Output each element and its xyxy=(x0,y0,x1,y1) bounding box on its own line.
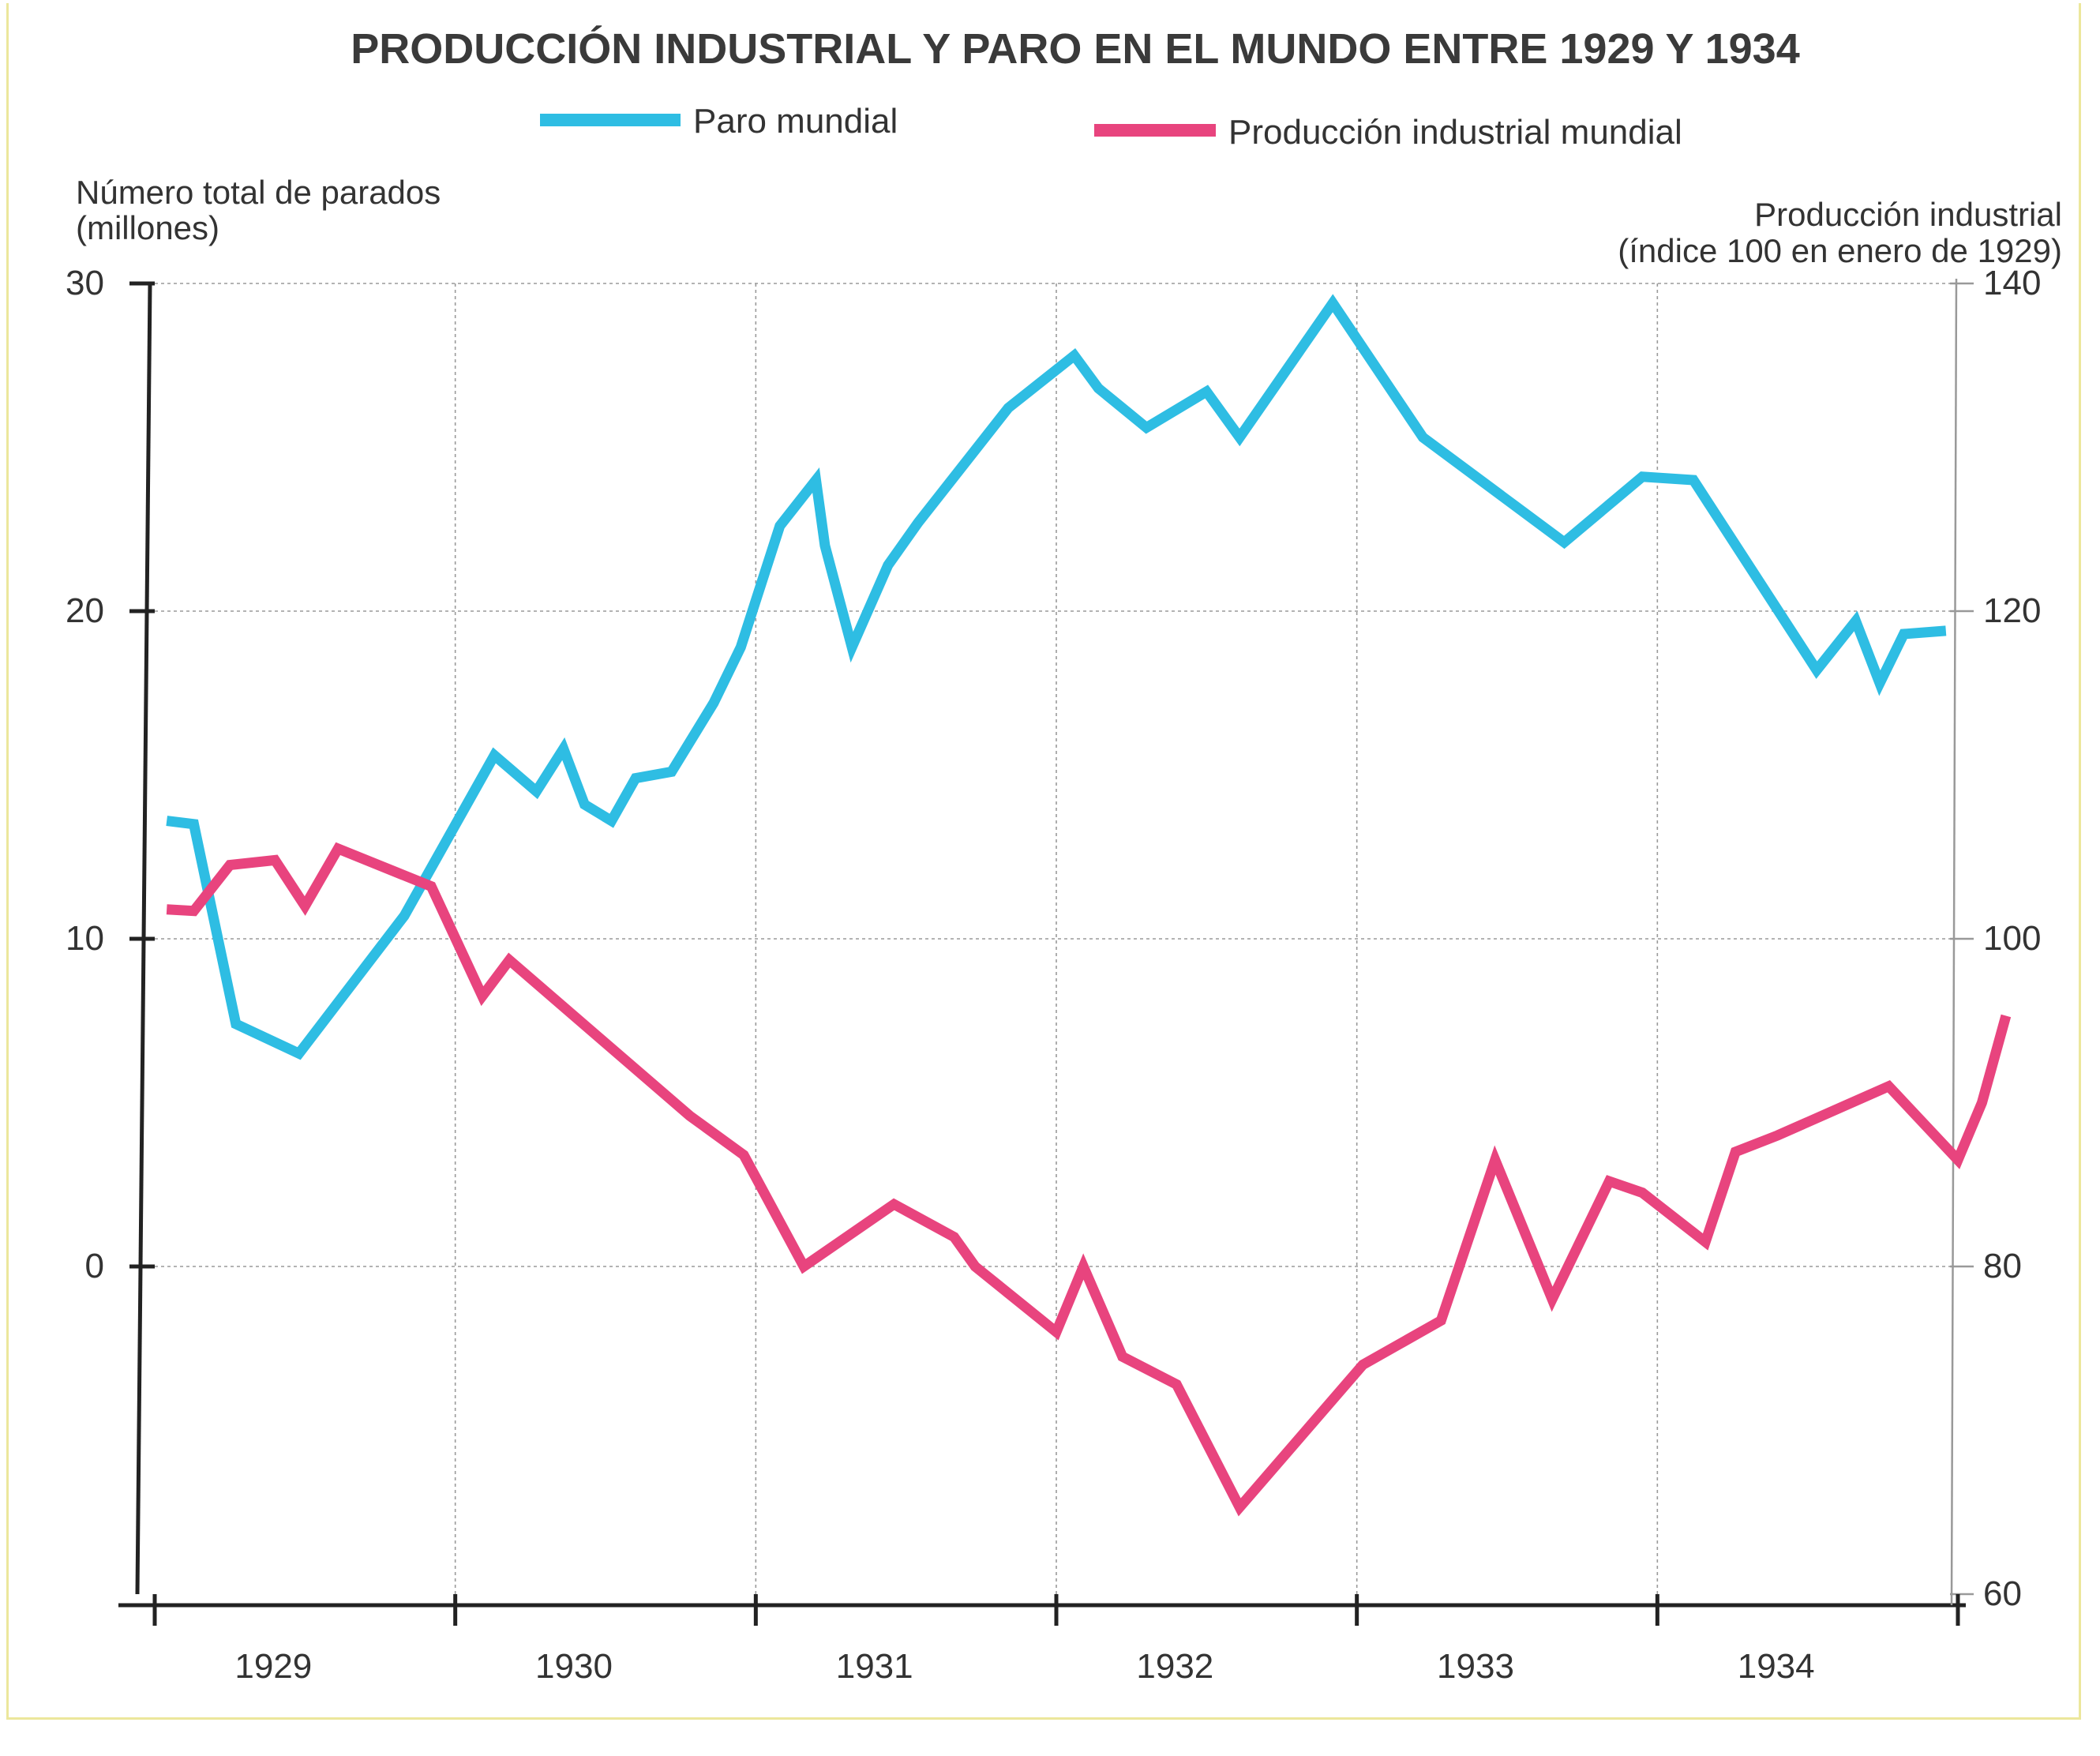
series-paro-mundial-line xyxy=(166,294,1947,1060)
y-left-tick-label-10: 10 xyxy=(66,919,104,958)
y-right-tick-label-120: 120 xyxy=(1983,591,2041,630)
y-left-tick-label-30: 30 xyxy=(66,264,104,302)
y-left-tick-label-0: 0 xyxy=(85,1247,104,1285)
x-tick-label-1933: 1933 xyxy=(1437,1647,1514,1686)
y-right-axis-title-line1: Producción industrial xyxy=(1754,196,2062,233)
chart-title: PRODUCCIÓN INDUSTRIAL Y PARO EN EL MUNDO… xyxy=(351,25,1799,73)
series-produccion-industrial-line xyxy=(166,842,2012,1517)
x-tick-label-1932: 1932 xyxy=(1136,1647,1213,1686)
x-tick-label-1929: 1929 xyxy=(234,1647,312,1686)
data-series xyxy=(166,294,2012,1517)
legend: Paro mundial Producción industrial mundi… xyxy=(540,102,1682,152)
axes xyxy=(118,278,1974,1626)
y-left-axis-title-line2: (millones) xyxy=(76,209,219,246)
y-right-tick-label-100: 100 xyxy=(1983,919,2041,958)
y-right-tick-label-80: 80 xyxy=(1983,1247,2022,1285)
y-left-axis-line xyxy=(135,283,152,1595)
gridlines xyxy=(142,283,1966,1594)
y-right-tick-label-60: 60 xyxy=(1983,1574,2022,1613)
legend-label-produccion: Producción industrial mundial xyxy=(1228,113,1682,152)
y-left-tick-label-20: 20 xyxy=(66,591,104,630)
y-right-axis-title-line2: (índice 100 en enero de 1929) xyxy=(1618,232,2062,269)
y-left-axis-title-line1: Número total de parados xyxy=(76,174,441,211)
y-right-axis-line xyxy=(1950,278,1958,1606)
x-tick-label-1934: 1934 xyxy=(1738,1647,1815,1686)
page-frame xyxy=(6,3,2081,1720)
y-right-tick-label-140: 140 xyxy=(1983,264,2041,302)
legend-label-paro: Paro mundial xyxy=(693,102,898,141)
x-tick-label-1931: 1931 xyxy=(836,1647,913,1686)
x-tick-label-1930: 1930 xyxy=(535,1647,613,1686)
